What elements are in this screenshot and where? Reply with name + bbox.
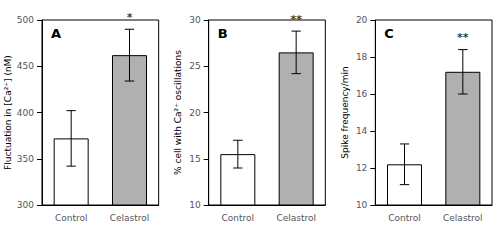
svg-text:Celastrol: Celastrol bbox=[110, 213, 150, 223]
svg-text:350: 350 bbox=[17, 154, 34, 164]
svg-text:30: 30 bbox=[189, 15, 201, 25]
svg-text:12: 12 bbox=[356, 163, 367, 173]
svg-text:18: 18 bbox=[356, 52, 368, 62]
svg-text:20: 20 bbox=[356, 15, 368, 25]
svg-text:10: 10 bbox=[189, 200, 201, 210]
svg-text:25: 25 bbox=[189, 61, 200, 71]
svg-text:C: C bbox=[384, 26, 394, 41]
svg-text:500: 500 bbox=[17, 15, 34, 25]
svg-text:*: * bbox=[127, 11, 133, 24]
svg-text:**: ** bbox=[457, 31, 469, 44]
svg-text:Control: Control bbox=[388, 213, 421, 223]
svg-text:Celastrol: Celastrol bbox=[276, 213, 316, 223]
svg-text:A: A bbox=[51, 26, 61, 41]
svg-text:10: 10 bbox=[356, 200, 368, 210]
svg-text:300: 300 bbox=[17, 200, 34, 210]
svg-text:Spike frequency/min: Spike frequency/min bbox=[340, 66, 350, 158]
svg-text:450: 450 bbox=[17, 61, 34, 71]
svg-text:Control: Control bbox=[55, 213, 88, 223]
svg-text:20: 20 bbox=[189, 108, 201, 118]
svg-text:16: 16 bbox=[356, 89, 368, 99]
svg-text:Control: Control bbox=[222, 213, 255, 223]
svg-text:B: B bbox=[218, 26, 228, 41]
svg-text:15: 15 bbox=[189, 154, 200, 164]
svg-text:Fluctuation in [Ca²⁺] (nM): Fluctuation in [Ca²⁺] (nM) bbox=[3, 55, 13, 170]
svg-text:**: ** bbox=[290, 13, 302, 26]
svg-text:% cell with Ca²⁺ oscillations: % cell with Ca²⁺ oscillations bbox=[173, 50, 183, 175]
svg-text:14: 14 bbox=[356, 126, 368, 136]
svg-text:Celastrol: Celastrol bbox=[443, 213, 483, 223]
svg-text:400: 400 bbox=[17, 108, 34, 118]
